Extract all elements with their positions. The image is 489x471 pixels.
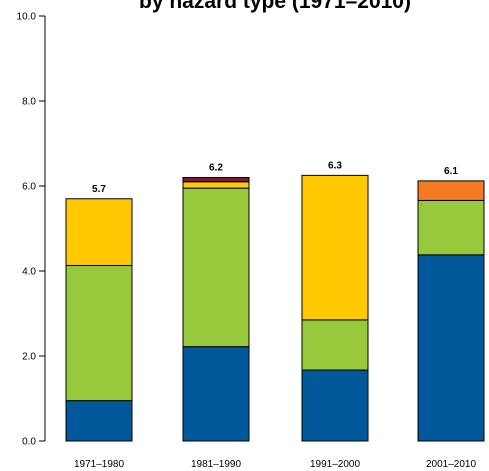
x-tick-label: 1981–1990: [191, 459, 241, 470]
y-tick-label: 2.0: [22, 352, 36, 363]
chart-title: by hazard type (1971–2010): [139, 0, 411, 13]
bar-segment: [417, 254, 485, 442]
x-tick-label: 2001–2010: [426, 459, 476, 470]
x-tick-label: 1971–1980: [74, 459, 124, 470]
y-axis: 0.0 2.0 4.0 6.0 8.0 10.0: [17, 12, 46, 448]
bar-segment: [417, 199, 485, 256]
y-tick-label: 8.0: [22, 97, 36, 108]
bar-segment: [417, 180, 485, 201]
bar-segment: [65, 400, 133, 442]
bar-total-label: 5.7: [92, 184, 106, 195]
bar-segment: [301, 369, 369, 442]
bar-total-label: 6.2: [209, 163, 223, 174]
bar-segment: [301, 174, 369, 321]
y-tick-label: 4.0: [22, 267, 36, 278]
bar-segment: [65, 264, 133, 402]
y-tick-label: 10.0: [17, 12, 37, 23]
bar-total-label: 6.3: [328, 160, 342, 171]
bars: [65, 174, 485, 442]
bar-segment: [182, 177, 250, 183]
bar-segment: [301, 319, 369, 371]
bar-segment: [65, 198, 133, 266]
bar-segment: [182, 181, 250, 189]
y-tick-label: 6.0: [22, 182, 36, 193]
bar-segment: [182, 346, 250, 442]
x-tick-label: 1991–2000: [310, 459, 360, 470]
bar-segment: [182, 187, 250, 348]
x-axis-labels: 1971–1980 1981–1990 1991–2000 2001–2010: [74, 459, 476, 470]
total-labels: 5.7 6.2 6.3 6.1: [92, 160, 458, 194]
bar-total-label: 6.1: [444, 166, 458, 177]
y-tick-label: 0.0: [22, 437, 36, 448]
